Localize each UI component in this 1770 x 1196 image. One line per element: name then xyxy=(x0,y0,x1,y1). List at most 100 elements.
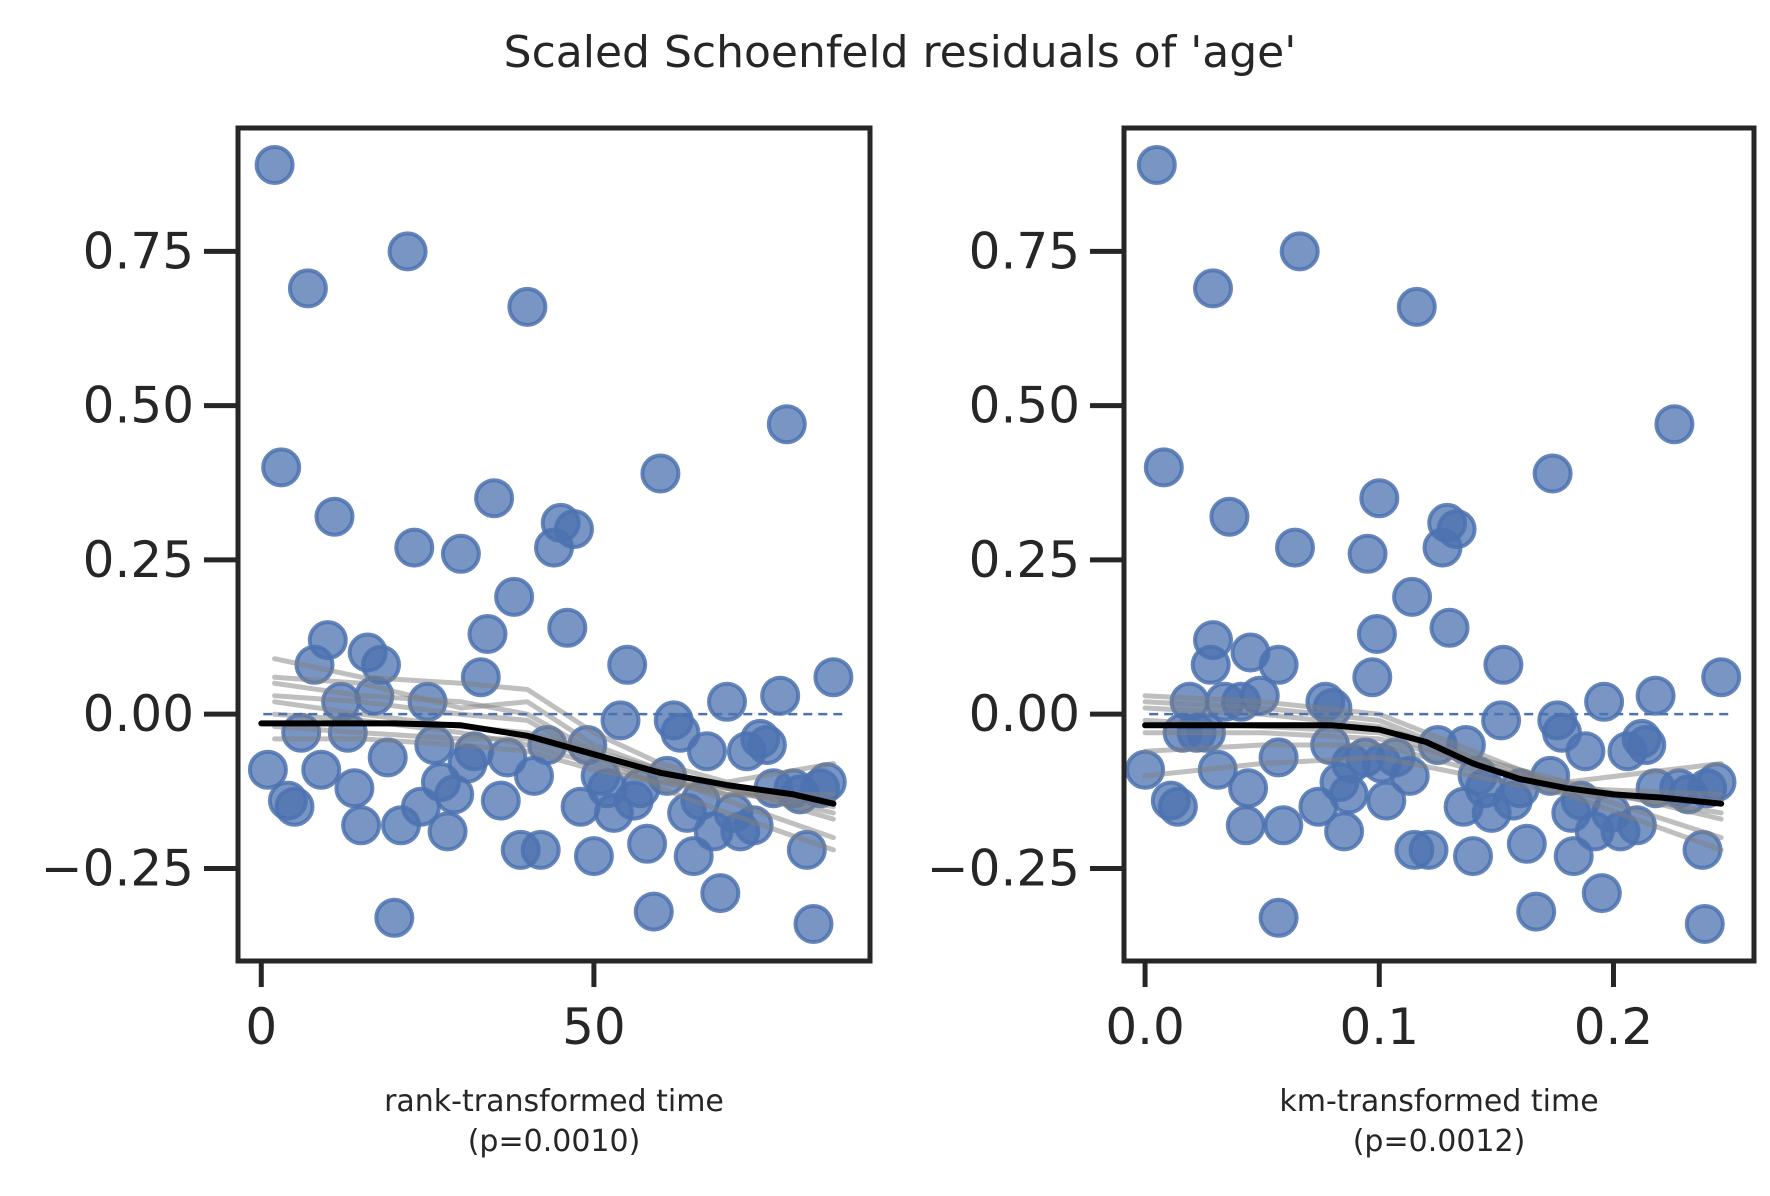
data-point xyxy=(640,453,681,494)
data-point xyxy=(633,891,674,932)
figure-title: Scaled Schoenfeld residuals of 'age' xyxy=(504,27,1297,78)
plot-area xyxy=(1125,145,1742,944)
x-tick-label: 0.0 xyxy=(1105,998,1185,1056)
data-point xyxy=(813,657,854,698)
data-point xyxy=(1532,453,1573,494)
y-tick-label: 0.75 xyxy=(83,222,194,280)
data-point xyxy=(1275,527,1315,568)
data-point xyxy=(480,780,521,821)
plot-area xyxy=(247,145,854,944)
data-point xyxy=(1352,657,1393,698)
data-point xyxy=(281,712,322,753)
data-point xyxy=(361,644,401,685)
data-point xyxy=(367,737,408,778)
data-point xyxy=(547,607,588,648)
y-tick-label: 0.00 xyxy=(969,685,1080,743)
x-tick-label: 50 xyxy=(562,998,626,1056)
data-point xyxy=(1396,286,1437,327)
y-tick-label: 0.25 xyxy=(969,531,1080,589)
y-tick-label: 0.25 xyxy=(83,531,194,589)
data-point xyxy=(1356,614,1397,654)
y-axis: −0.25 0.00 0.25 0.50 0.75 xyxy=(927,222,1124,897)
data-point xyxy=(507,286,548,327)
data-point xyxy=(1228,768,1269,809)
data-point xyxy=(1506,823,1547,864)
data-point xyxy=(474,478,515,519)
x-tick-label: 0.2 xyxy=(1574,998,1654,1056)
bootstrap-line xyxy=(1142,742,1724,785)
data-point xyxy=(1581,873,1622,914)
data-point xyxy=(387,231,428,272)
data-point xyxy=(1626,725,1667,765)
data-point xyxy=(766,404,807,445)
data-point xyxy=(1436,509,1477,550)
data-point xyxy=(1516,891,1557,932)
data-point xyxy=(301,749,342,790)
data-point xyxy=(786,829,827,870)
data-point xyxy=(1324,811,1365,852)
data-point xyxy=(746,725,787,765)
y-tick-label: −0.25 xyxy=(927,839,1080,897)
data-point xyxy=(700,873,741,914)
data-point xyxy=(1701,657,1742,698)
data-point xyxy=(1193,620,1233,661)
data-point xyxy=(707,681,747,722)
data-point xyxy=(1483,644,1524,685)
data-point xyxy=(1635,675,1676,716)
data-point xyxy=(1453,836,1493,877)
axes-frame xyxy=(1121,125,1757,964)
data-point xyxy=(1347,533,1388,574)
data-point xyxy=(1584,681,1625,722)
data-point xyxy=(1429,607,1470,648)
data-point xyxy=(1481,700,1522,741)
data-point xyxy=(440,533,481,574)
x-axis-label: rank-transformed time xyxy=(384,1084,724,1119)
bootstrap-line xyxy=(272,693,836,841)
bootstrap-line xyxy=(272,680,836,853)
data-point xyxy=(520,829,561,870)
data-point xyxy=(793,904,834,944)
data-point xyxy=(1654,404,1695,445)
data-point xyxy=(554,509,594,550)
lowess-smoother-line xyxy=(1142,722,1725,807)
x-axis-pvalue: (p=0.0010) xyxy=(468,1124,641,1159)
data-point xyxy=(1366,780,1407,821)
data-point xyxy=(1279,231,1320,272)
bootstrap-line xyxy=(1142,754,1724,804)
data-point xyxy=(1392,576,1433,617)
y-tick-label: 0.00 xyxy=(83,685,194,743)
data-point xyxy=(254,145,295,185)
data-point xyxy=(467,614,508,654)
data-point xyxy=(1225,805,1266,846)
x-tick-label: 0.1 xyxy=(1340,998,1420,1056)
data-point xyxy=(1359,478,1400,519)
data-point xyxy=(607,644,648,685)
data-point xyxy=(660,712,701,753)
axes-frame xyxy=(235,125,873,964)
y-tick-label: 0.50 xyxy=(83,377,194,435)
y-tick-label: −0.25 xyxy=(41,839,194,897)
panel-1: −0.25 0.00 0.25 0.50 0.75 0 50 rank-transformed… xyxy=(41,125,873,1159)
data-point xyxy=(1263,805,1304,846)
data-point xyxy=(247,749,288,790)
data-point xyxy=(394,527,435,568)
data-point xyxy=(1193,268,1233,309)
data-point xyxy=(287,268,328,309)
data-point xyxy=(573,836,614,877)
data-point xyxy=(1408,829,1449,870)
data-point xyxy=(1125,749,1166,790)
data-point xyxy=(1258,737,1299,778)
data-point xyxy=(307,620,348,661)
data-point xyxy=(1157,786,1198,827)
data-point xyxy=(600,700,641,741)
data-point xyxy=(687,731,727,772)
data-point xyxy=(1258,644,1299,685)
y-tick-label: 0.75 xyxy=(969,222,1080,280)
data-point xyxy=(334,768,375,809)
data-point xyxy=(274,786,315,827)
x-axis: 0.0 0.1 0.2 xyxy=(1105,961,1653,1056)
y-axis: −0.25 0.00 0.25 0.50 0.75 xyxy=(41,222,238,897)
panel-2: −0.25 0.00 0.25 0.50 0.75 0.0 0.1 0.2 km-transfo… xyxy=(927,125,1757,1159)
data-point xyxy=(1143,447,1184,488)
